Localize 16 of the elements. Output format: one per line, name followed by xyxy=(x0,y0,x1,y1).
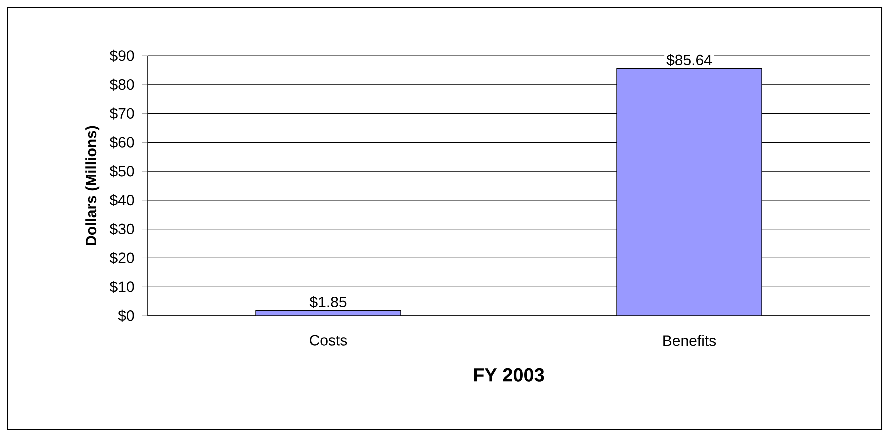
y-tick-label: $70 xyxy=(110,108,134,120)
y-tick-label: $20 xyxy=(110,252,134,264)
y-tick-label: $80 xyxy=(110,78,134,91)
y-tick-label: $90 xyxy=(110,50,134,62)
data-label: $85.64 xyxy=(666,54,712,66)
y-tick-label: $0 xyxy=(118,310,134,322)
y-tick-label: $30 xyxy=(110,223,134,236)
y-tick-label: $60 xyxy=(110,136,134,149)
y-tick-label: $50 xyxy=(110,165,134,178)
y-tick-label: $10 xyxy=(110,281,134,294)
y-tick-label: $40 xyxy=(110,194,134,207)
x-tick-label: Costs xyxy=(310,335,348,346)
x-tick-label: Benefits xyxy=(664,335,716,346)
y-axis-title: Dollars (Millions) xyxy=(86,126,100,246)
x-axis-title: FY 2003 xyxy=(474,368,544,382)
data-label: $1.85 xyxy=(310,296,347,308)
